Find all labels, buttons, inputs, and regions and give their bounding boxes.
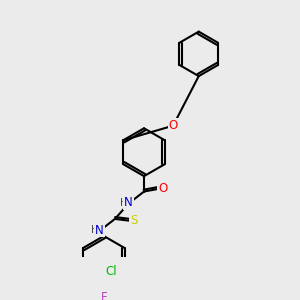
Text: N: N — [124, 196, 133, 209]
Text: F: F — [100, 291, 107, 300]
Text: Cl: Cl — [105, 266, 117, 278]
Text: O: O — [169, 119, 178, 132]
Text: H: H — [120, 198, 128, 208]
Text: O: O — [158, 182, 167, 196]
Text: S: S — [130, 214, 137, 227]
Text: N: N — [95, 224, 104, 236]
Text: H: H — [91, 225, 98, 235]
